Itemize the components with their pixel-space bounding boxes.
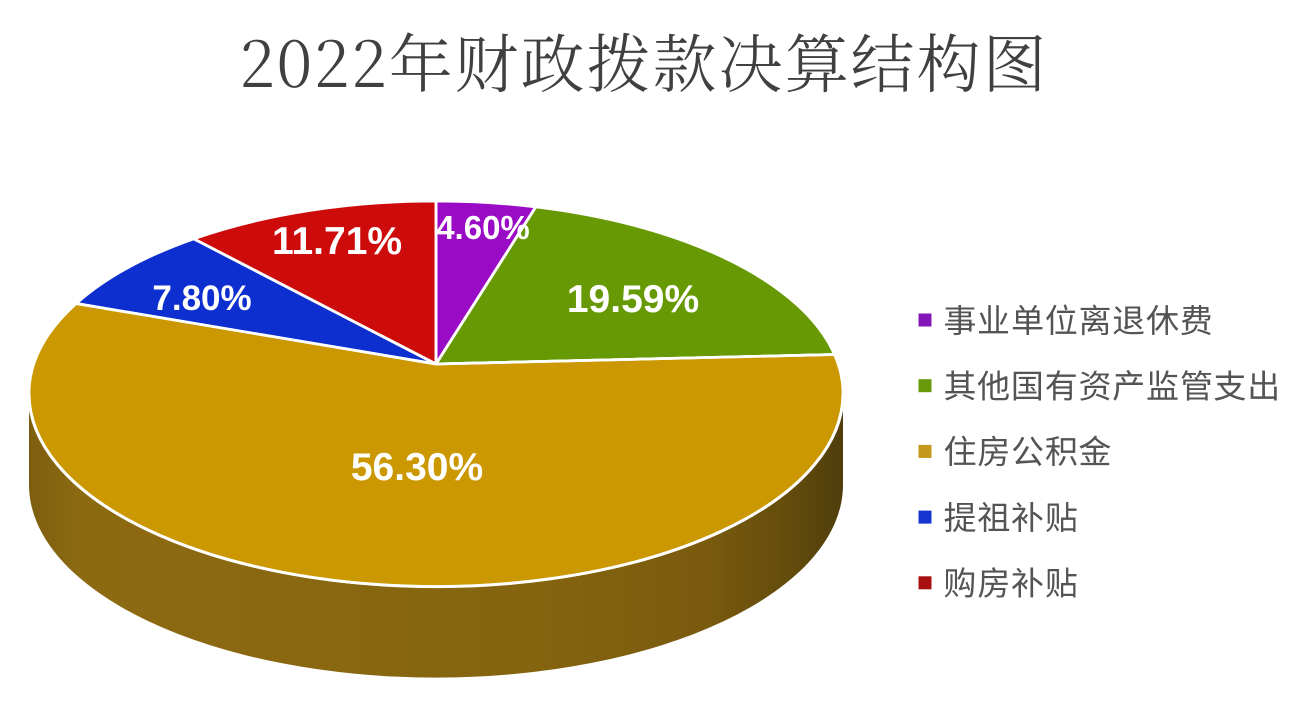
svg-text:7.80%: 7.80% — [152, 279, 251, 318]
svg-text:19.59%: 19.59% — [567, 278, 699, 321]
svg-text:事业单位离退休费: 事业单位离退休费 — [944, 294, 1214, 342]
svg-text:购房补贴: 购房补贴 — [944, 557, 1079, 605]
svg-text:提祖补贴: 提祖补贴 — [944, 491, 1079, 539]
svg-text:11.71%: 11.71% — [272, 220, 402, 263]
svg-text:住房公积金: 住房公积金 — [944, 426, 1113, 474]
svg-text:4.60%: 4.60% — [436, 209, 530, 246]
svg-text:2022年财政拨款决算结构图: 2022年财政拨款决算结构图 — [239, 14, 1048, 106]
svg-text:其他国有资产监管支出: 其他国有资产监管支出 — [944, 360, 1282, 408]
svg-text:56.30%: 56.30% — [351, 446, 483, 489]
